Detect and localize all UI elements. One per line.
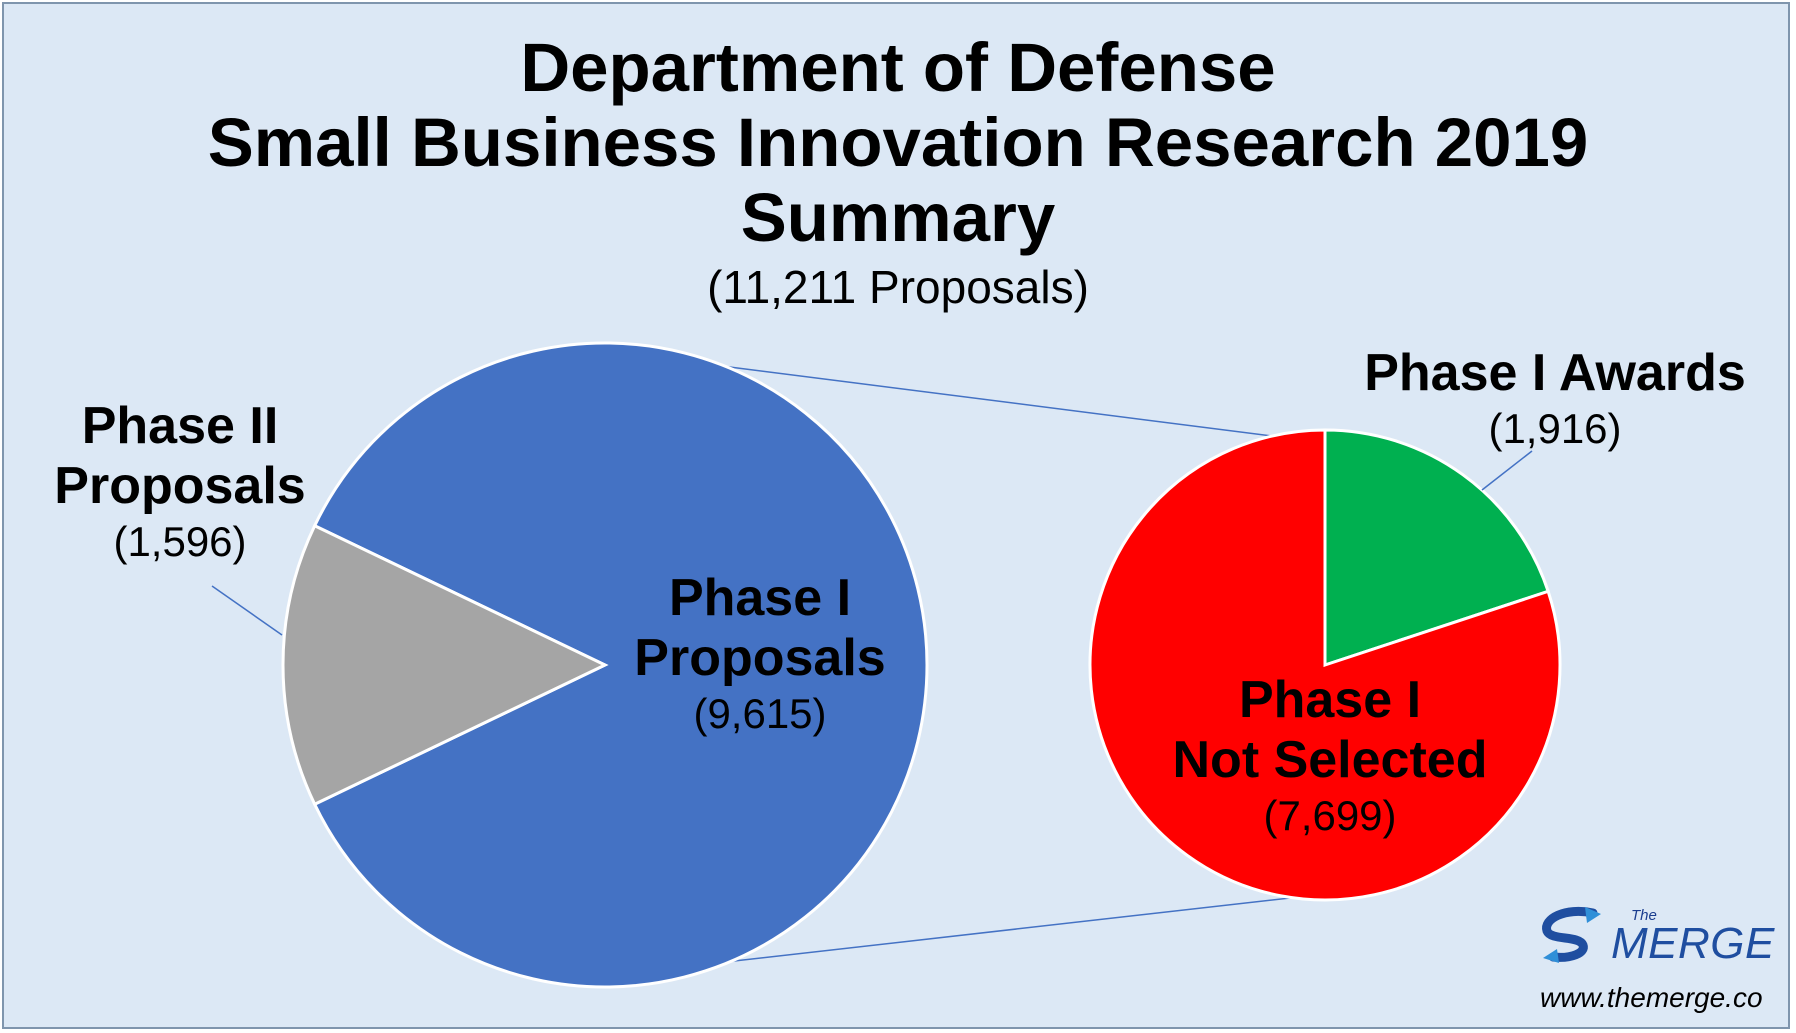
logo-the-text: The: [1631, 907, 1657, 924]
leader-line-phase-i-awards: [1481, 450, 1533, 491]
leader-lines: [211, 450, 1533, 636]
primary-pie: [281, 341, 929, 989]
label-name: Phase I: [668, 569, 852, 627]
primary-slice-phase-i-proposals: [312, 341, 929, 989]
logo-merge-text: MERGE: [1611, 919, 1775, 968]
title-line-1: Department of Defense: [520, 29, 1276, 106]
merge-swoosh-icon: [1542, 906, 1601, 963]
label-name: Phase II: [81, 397, 279, 455]
label-name: Not Selected: [1172, 731, 1488, 789]
chart-subtitle: (11,211 Proposals): [707, 261, 1089, 313]
primary-slice-phase-ii-proposals: [281, 523, 609, 807]
label-name: Proposals: [54, 457, 306, 515]
secondary-slice-phase-i-not-selected: [1088, 428, 1562, 902]
merge-logo: The MERGE: [1535, 905, 1775, 968]
label-value: (1,916): [1488, 405, 1622, 452]
label-name: Proposals: [634, 629, 886, 687]
label-phase-i-not-selected: Phase I Not Selected (7,699): [1110, 670, 1550, 842]
chart-title: Department of Defense Small Business Inn…: [0, 30, 1796, 317]
label-phase-ii-proposals: Phase II Proposals (1,596): [20, 396, 340, 568]
connector-line-top: [725, 365, 1273, 437]
secondary-slice-phase-i-awards: [1323, 428, 1551, 668]
label-name: Phase I: [1238, 671, 1422, 729]
connector-line-bottom: [730, 896, 1293, 963]
secondary-pie: [1088, 428, 1562, 902]
label-value: (9,615): [693, 690, 827, 737]
label-value: (7,699): [1263, 792, 1397, 839]
label-name: Phase I Awards: [1364, 344, 1746, 402]
connector-lines: [725, 365, 1293, 963]
website-url: www.themerge.co: [1540, 982, 1763, 1013]
label-phase-i-awards: Phase I Awards (1,916): [1305, 343, 1796, 455]
label-value: (1,596): [113, 518, 247, 565]
label-phase-i-proposals: Phase I Proposals (9,615): [585, 568, 935, 740]
title-line-2: Small Business Innovation Research 2019: [207, 104, 1589, 181]
title-line-3: Summary: [740, 179, 1056, 256]
leader-line-phase-ii: [211, 585, 283, 636]
